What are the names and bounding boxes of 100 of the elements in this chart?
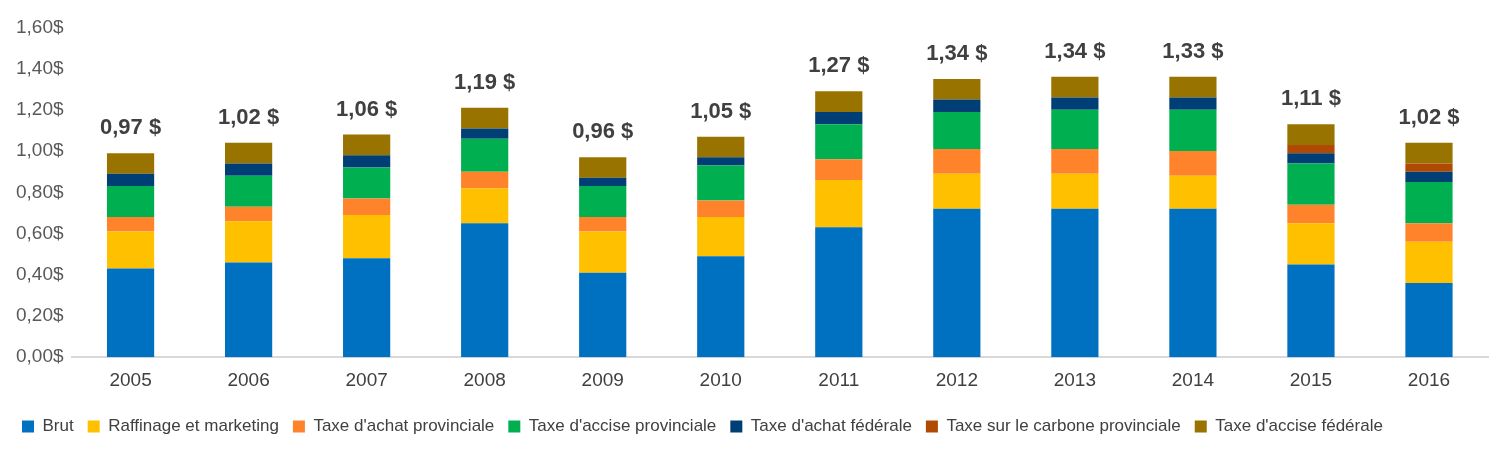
bar	[1287, 204, 1335, 224]
bar	[106, 268, 155, 358]
bar	[1169, 208, 1217, 358]
bar	[933, 149, 981, 174]
x-tick-label: 2016	[1407, 368, 1451, 390]
bar	[579, 217, 627, 232]
bar	[933, 111, 981, 150]
total-label: 1,02 $	[1398, 103, 1460, 129]
bar	[579, 186, 627, 218]
bar	[106, 231, 155, 269]
y-tick-label: 0,80$	[16, 180, 64, 202]
y-tick-label: 0,00$	[16, 345, 64, 367]
bar	[461, 107, 509, 129]
bar	[697, 200, 745, 218]
bar	[1405, 223, 1453, 242]
x-tick-label: 2010	[699, 368, 742, 390]
bar	[815, 227, 863, 358]
bar	[225, 175, 273, 207]
x-tick-label: 2007	[345, 368, 388, 390]
x-tick-label: 2011	[818, 368, 860, 390]
total-label: 1,06 $	[336, 95, 398, 121]
bar	[461, 138, 509, 172]
legend-label: Raffinage et marketing	[108, 416, 279, 436]
bar	[343, 167, 391, 199]
bar	[815, 159, 863, 180]
bar	[1287, 223, 1335, 265]
bar	[697, 256, 745, 358]
bar	[343, 134, 391, 156]
bar	[1287, 163, 1335, 205]
total-label: 1,34 $	[926, 39, 988, 65]
legend-label: Taxe d'achat provinciale	[313, 416, 495, 436]
bar	[815, 91, 863, 112]
bar	[343, 258, 391, 358]
legend-label: Brut	[42, 416, 74, 436]
bar	[343, 198, 391, 215]
bar	[1287, 264, 1335, 358]
bar	[815, 124, 863, 160]
y-tick-label: 0,40$	[16, 262, 64, 284]
bar	[1051, 173, 1099, 209]
x-tick-label: 2008	[463, 368, 506, 390]
legend-label: Taxe d'achat fédérale	[750, 416, 912, 436]
bar	[697, 217, 745, 257]
total-label: 1,05 $	[690, 97, 752, 123]
bar	[225, 221, 273, 263]
y-tick-label: 1,40$	[16, 56, 64, 78]
bar	[579, 231, 627, 273]
bar	[461, 171, 509, 189]
bar	[1169, 151, 1217, 176]
bar	[933, 78, 981, 100]
legend-label: Taxe d'accise fédérale	[1215, 416, 1383, 436]
y-tick-label: 1,20$	[16, 98, 64, 120]
bar	[225, 262, 273, 358]
bar	[225, 142, 273, 164]
bar	[697, 165, 745, 201]
bar	[343, 214, 391, 259]
bar	[1051, 97, 1099, 110]
x-tick-label: 2012	[935, 368, 978, 390]
bar	[106, 173, 155, 187]
bar	[1051, 109, 1099, 150]
y-tick-label: 0,60$	[16, 221, 64, 243]
bar	[106, 153, 155, 174]
bar	[1405, 283, 1453, 358]
bar	[1169, 76, 1217, 98]
bar	[106, 217, 155, 232]
bar	[461, 188, 509, 224]
bar	[225, 206, 273, 222]
bar	[1169, 97, 1217, 110]
bar	[933, 208, 981, 358]
bar	[815, 111, 863, 125]
total-label: 0,97 $	[99, 114, 162, 140]
y-tick-label: 1,60$	[16, 15, 64, 37]
bar	[815, 179, 863, 228]
bar	[933, 99, 981, 112]
total-label: 1,34 $	[1044, 37, 1106, 63]
legend-label: Taxe d'accise provinciale	[528, 416, 717, 436]
bar	[697, 157, 745, 166]
x-tick-label: 2013	[1053, 368, 1097, 390]
total-label: 0,96 $	[572, 118, 634, 144]
bar	[1051, 208, 1099, 358]
x-tick-label: 2015	[1289, 368, 1333, 390]
bar	[1405, 171, 1453, 182]
x-tick-label: 2009	[581, 368, 624, 390]
x-tick-label: 2006	[227, 368, 270, 390]
bar	[1287, 144, 1335, 154]
bar	[1169, 175, 1217, 209]
bar	[461, 128, 509, 139]
x-tick-label: 2014	[1171, 368, 1215, 390]
y-tick-label: 0,20$	[16, 304, 64, 326]
bar	[579, 157, 627, 178]
bar	[933, 173, 981, 209]
total-label: 1,19 $	[454, 68, 516, 94]
bar	[1405, 142, 1453, 164]
bar	[343, 155, 391, 168]
bar	[1051, 76, 1099, 98]
bar	[579, 272, 627, 358]
bar	[461, 223, 509, 358]
bar	[1287, 124, 1335, 145]
total-label: 1,33 $	[1162, 37, 1224, 63]
bar	[1287, 153, 1335, 164]
legend-label: Taxe sur le carbone provinciale	[946, 416, 1181, 436]
